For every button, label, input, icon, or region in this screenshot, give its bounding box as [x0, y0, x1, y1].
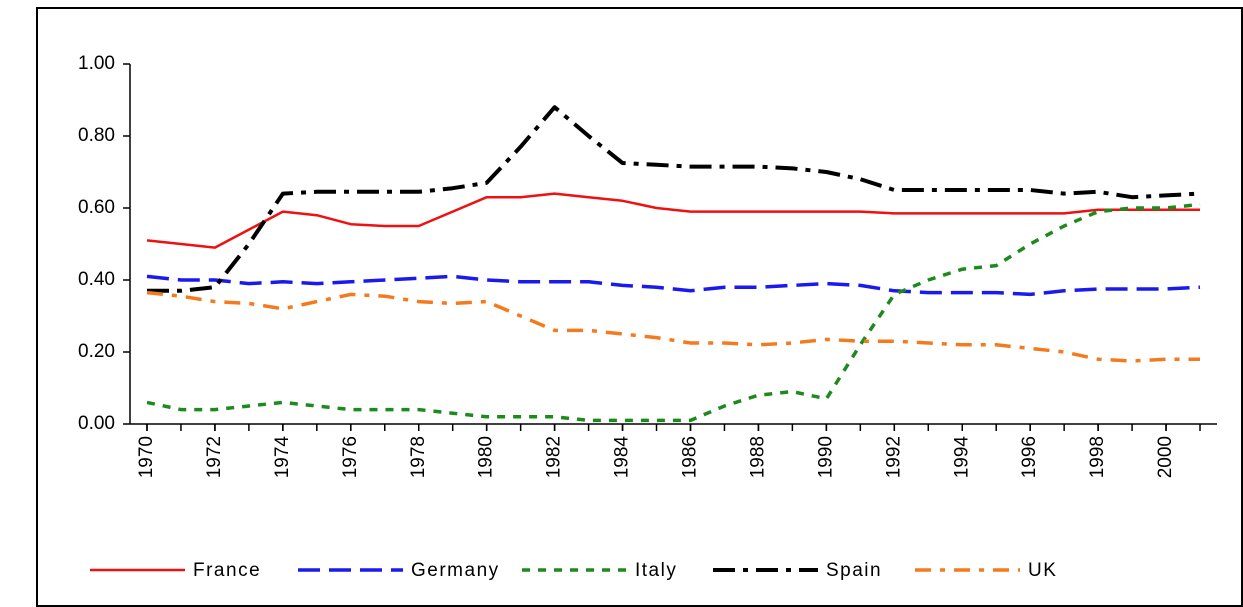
x-tick-label: 1998	[1087, 436, 1108, 478]
y-tick-label: 0.60	[78, 197, 115, 218]
x-tick-label: 1984	[612, 436, 633, 479]
x-tick-label: 1972	[204, 436, 225, 478]
series-line	[146, 290, 1200, 363]
legend-label: UK	[1028, 560, 1057, 581]
legend-label: Italy	[635, 560, 677, 581]
x-tick-label: 1982	[544, 436, 565, 478]
x-tick-label: 1970	[136, 436, 157, 478]
series-line	[146, 274, 1201, 297]
x-tick-label: 1990	[815, 436, 836, 478]
series-line	[146, 202, 1201, 423]
x-tick-label: 1992	[883, 436, 904, 478]
series-line	[146, 192, 1200, 249]
x-tick-label: 1980	[476, 436, 497, 478]
y-tick-label: 0.80	[78, 125, 115, 146]
chart-frame	[36, 7, 1243, 607]
y-tick-label: 1.00	[78, 53, 115, 74]
x-tick-label: 1978	[408, 436, 429, 478]
legend-label: Spain	[826, 560, 882, 581]
x-tick-label: 1994	[951, 436, 972, 479]
y-tick-label: 0.00	[78, 413, 115, 434]
legend-label: Germany	[411, 560, 500, 581]
x-tick-label: 1974	[272, 436, 293, 479]
x-tick-label: 1988	[747, 436, 768, 478]
y-tick-label: 0.40	[78, 269, 115, 290]
x-tick-label: 1986	[680, 436, 701, 478]
x-tick-label: 1976	[340, 436, 361, 478]
x-tick-label: 1996	[1019, 436, 1040, 478]
legend-label: France	[193, 560, 261, 581]
x-tick-label: 2000	[1155, 436, 1176, 478]
y-tick-label: 0.20	[78, 341, 115, 362]
series-line	[147, 105, 1201, 293]
